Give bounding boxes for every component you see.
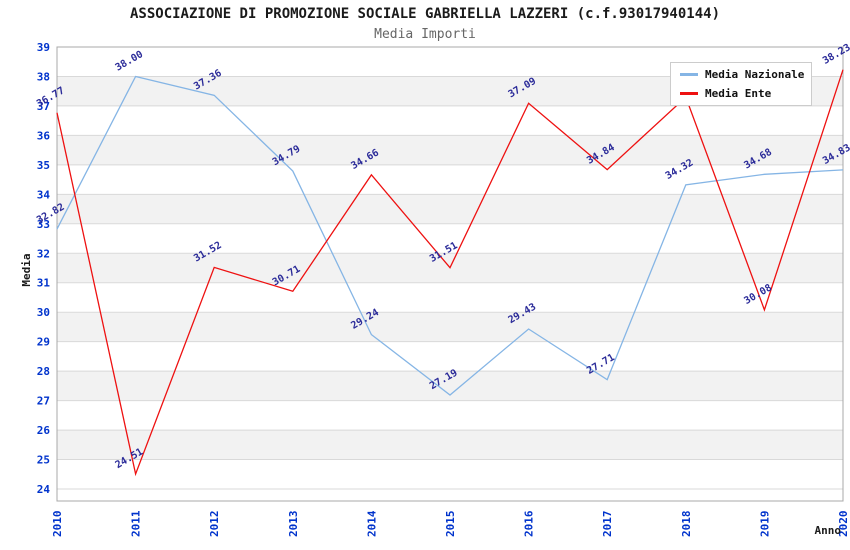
series-line-media-ente [56,69,844,477]
y-tick-label: 26 [37,424,51,437]
legend-item-media-nazionale: Media Nazionale [671,66,811,84]
y-tick-label: 37 [37,100,50,113]
x-axis-title: Anno [815,524,842,537]
x-tick-label: 2015 [444,511,457,538]
y-tick-label: 33 [37,218,50,231]
media-nazionale-line-swatch [680,73,698,77]
x-tick-label: 2020 [837,511,850,538]
y-tick-label: 36 [37,129,51,142]
legend-label-media-ente: Media Ente [705,86,772,100]
series-line-media-nazionale [56,75,844,396]
legend-label-media-nazionale: Media Nazionale [705,68,805,82]
y-tick-label: 27 [37,395,50,408]
grid-band [57,194,843,224]
y-tick-label: 24 [37,483,51,496]
chart-subtitle: Media Importi [374,27,476,42]
x-tick-label: 2014 [365,510,378,537]
y-tick-label: 29 [37,336,50,349]
value-label: 38.23 [821,42,850,67]
x-tick-label: 2013 [287,511,300,538]
y-tick-label: 35 [37,159,50,172]
y-tick-label: 34 [37,188,51,201]
plot-border [56,46,844,502]
x-tick-label: 2016 [523,510,536,537]
y-tick-label: 25 [37,454,50,467]
media-ente-line-swatch [680,91,698,95]
y-tick-label: 39 [37,41,50,54]
x-tick-label: 2019 [758,511,771,538]
y-axis-title: Media [20,253,33,286]
grid-band [57,135,843,165]
x-tick-label: 2017 [601,511,614,538]
y-tick-label: 38 [37,70,50,83]
grid-band [57,312,843,342]
x-tick-label: 2011 [130,510,143,537]
y-tick-label: 32 [37,247,50,260]
grid-band [57,430,843,460]
y-tick-label: 31 [37,277,51,290]
x-tick-label: 2018 [680,511,693,538]
chart-title: ASSOCIAZIONE DI PROMOZIONE SOCIALE GABRI… [129,6,720,22]
legend-item-media-ente: Media Ente [671,84,811,102]
chart-legend: Media Nazionale Media Ente [670,62,812,106]
y-tick-label: 28 [37,365,50,378]
value-label: 38.00 [114,49,146,74]
x-tick-label: 2010 [51,511,64,538]
y-tick-label: 30 [37,306,50,319]
x-tick-label: 2012 [208,511,221,538]
